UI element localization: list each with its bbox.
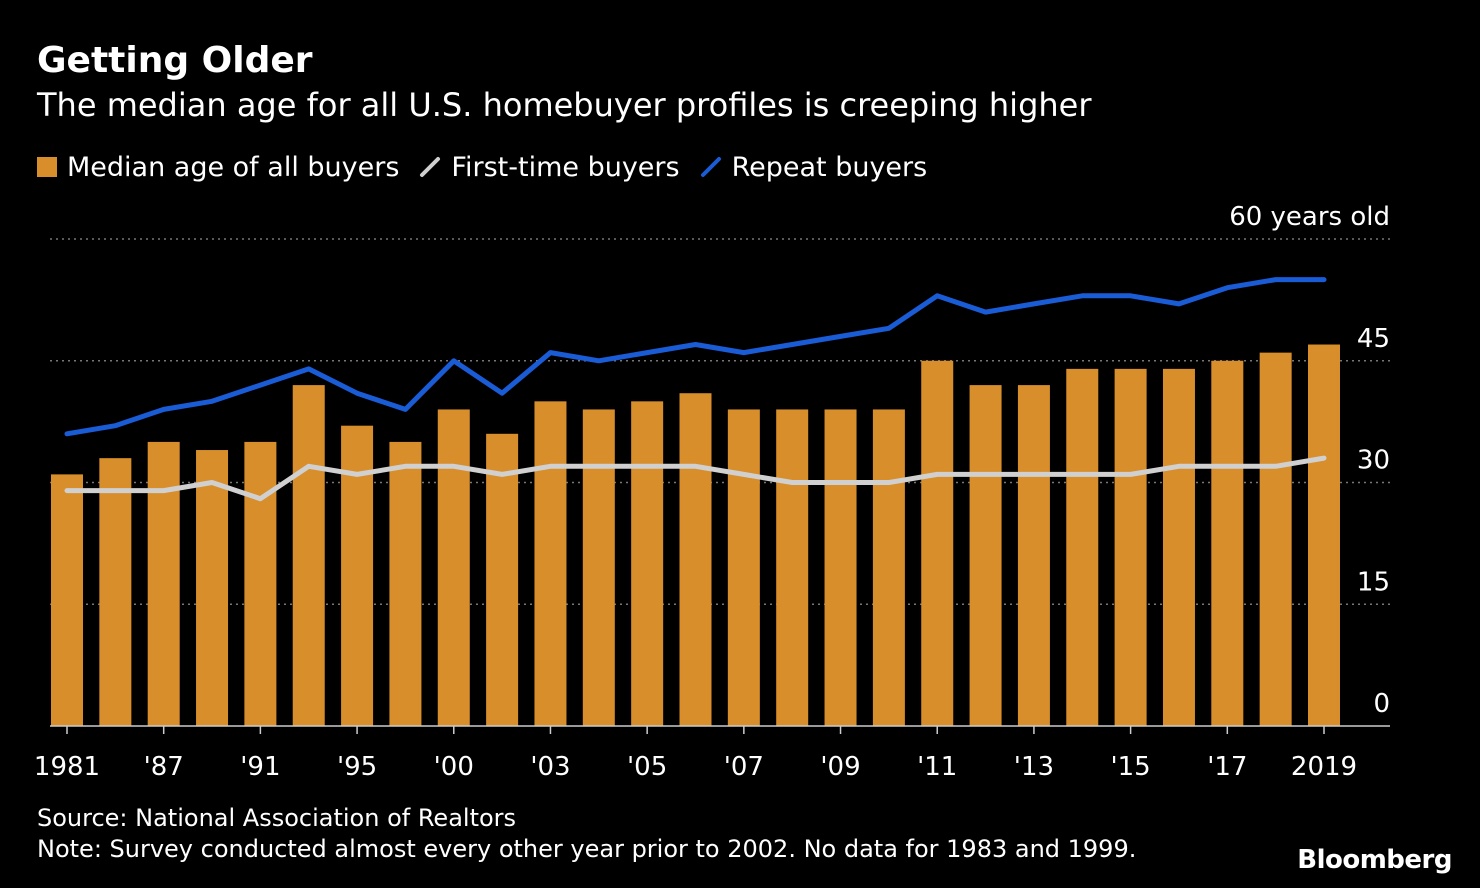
legend-label-first-time: First-time buyers [451, 151, 680, 183]
bar [1308, 344, 1340, 726]
x-tick-label: '09 [820, 752, 860, 782]
y-tick-label: 45 [1357, 324, 1390, 354]
x-tick-label: '13 [1014, 752, 1054, 782]
chart-subtitle: The median age for all U.S. homebuyer pr… [37, 86, 1092, 124]
bar [1211, 360, 1244, 726]
bar [1259, 352, 1292, 726]
x-tick-label: '00 [434, 752, 474, 782]
bar [824, 409, 857, 726]
line-swatch-icon [700, 157, 721, 177]
first-time-buyers-line [64, 455, 1327, 502]
y-tick-label: 30 [1357, 446, 1390, 476]
bloomberg-logo: Bloomberg [1297, 845, 1452, 875]
source-note: Source: National Association of Realtors [37, 804, 517, 832]
bar [969, 385, 1002, 726]
bar [1017, 385, 1050, 726]
y-tick-label: 0 [1373, 689, 1390, 719]
bar [244, 441, 277, 726]
line-swatch-icon [420, 157, 441, 177]
bar [1114, 368, 1147, 726]
bar [437, 409, 470, 726]
bar [631, 401, 664, 726]
x-tick-label: '95 [337, 752, 377, 782]
chart-legend: Median age of all buyers First-time buye… [37, 150, 947, 184]
y-tick-label: 60 years old [1229, 202, 1390, 232]
x-tick-label: 1981 [34, 752, 100, 782]
chart-title: Getting Older [37, 40, 313, 81]
bar [292, 385, 325, 726]
bar [679, 393, 712, 726]
bar [99, 458, 132, 726]
bar [534, 401, 567, 726]
x-tick-label: '87 [144, 752, 184, 782]
repeat-buyers-line [64, 277, 1327, 437]
legend-label-repeat: Repeat buyers [731, 151, 928, 183]
bar [582, 409, 615, 726]
x-tick-label: '07 [724, 752, 764, 782]
x-tick-label: '05 [627, 752, 667, 782]
bar-swatch-icon [37, 157, 57, 177]
legend-item-median: Median age of all buyers [37, 152, 399, 183]
x-tick-label: '17 [1207, 752, 1247, 782]
x-tick-label: '11 [917, 752, 957, 782]
x-tick-label: '03 [530, 752, 570, 782]
bar [486, 433, 519, 726]
bar [1162, 368, 1195, 726]
x-tick-label: '91 [240, 752, 280, 782]
y-tick-label: 15 [1357, 567, 1390, 597]
bar [389, 441, 422, 726]
legend-label-median: Median age of all buyers [67, 151, 400, 183]
bar [147, 441, 180, 726]
bar [921, 360, 954, 726]
bar [51, 474, 83, 726]
legend-item-repeat: Repeat buyers [700, 151, 928, 183]
x-tick-label: '15 [1110, 752, 1150, 782]
legend-item-first-time: First-time buyers [419, 151, 680, 183]
footnote: Note: Survey conducted almost every othe… [37, 835, 1137, 863]
x-tick-label: 2019 [1291, 752, 1357, 782]
bar [1066, 368, 1099, 726]
bar [776, 409, 809, 726]
bar [727, 409, 760, 726]
bar [872, 409, 905, 726]
bar [196, 450, 229, 726]
